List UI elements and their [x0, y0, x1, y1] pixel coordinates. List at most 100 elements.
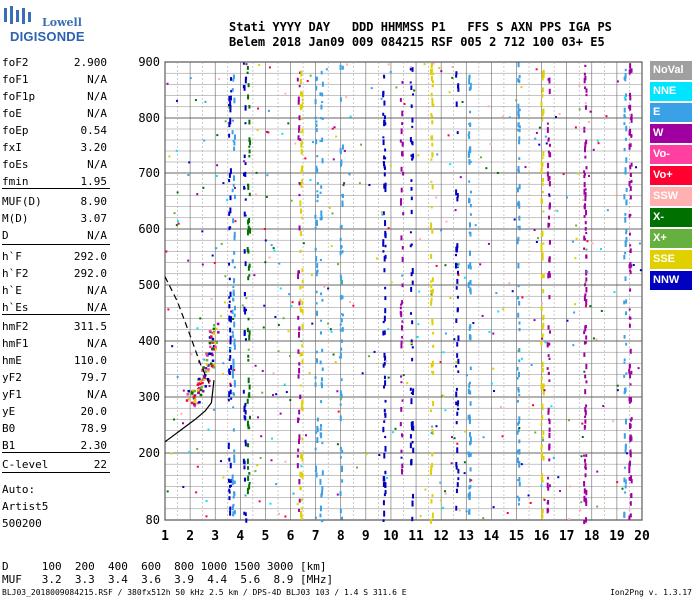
interference-dot — [232, 292, 235, 297]
y-tick-label: 200 — [138, 446, 160, 460]
interference-dot — [301, 359, 304, 365]
noise-dot — [274, 315, 277, 318]
interference-dot — [299, 309, 302, 313]
noise-dot — [583, 370, 586, 373]
interference-dot — [248, 105, 251, 109]
interference-dot — [469, 86, 472, 90]
interference-dot — [320, 424, 323, 428]
trace-echo-point — [185, 399, 189, 402]
interference-dot — [232, 334, 235, 338]
interference-dot — [431, 84, 434, 88]
interference-dot — [630, 475, 633, 481]
interference-dot — [233, 344, 236, 350]
noise-dot — [440, 70, 443, 73]
trace-echo-point — [208, 341, 212, 345]
interference-dot — [429, 469, 432, 476]
noise-dot — [589, 110, 592, 113]
interference-dot — [232, 513, 235, 517]
interference-dot — [244, 77, 247, 84]
interference-dot — [469, 401, 472, 406]
interference-dot — [410, 187, 413, 191]
interference-dot — [623, 374, 626, 378]
interference-dot — [585, 299, 588, 302]
interference-dot — [383, 155, 386, 160]
interference-dot — [410, 458, 413, 464]
interference-dot — [228, 304, 231, 309]
noise-dot — [449, 297, 452, 300]
interference-dot — [228, 211, 231, 216]
interference-dot — [339, 390, 342, 396]
x-tick-label: 11 — [408, 529, 424, 544]
interference-dot — [300, 514, 303, 520]
interference-dot — [629, 68, 632, 74]
interference-dot — [382, 519, 385, 522]
noise-dot — [302, 242, 305, 245]
interference-dot — [300, 140, 303, 146]
interference-dot — [584, 283, 587, 287]
interference-dot — [247, 377, 250, 384]
interference-dot — [548, 180, 551, 187]
noise-dot — [458, 509, 461, 512]
param-label: M(D) — [2, 212, 29, 225]
interference-dot — [548, 357, 551, 360]
interference-dot — [301, 408, 304, 412]
interference-dot — [456, 295, 459, 299]
interference-dot — [625, 157, 628, 163]
interference-dot — [517, 312, 520, 318]
interference-dot — [629, 270, 632, 275]
noise-dot — [605, 115, 608, 118]
param-value: 311.5 — [73, 320, 107, 333]
noise-dot — [224, 120, 227, 123]
noise-dot — [492, 506, 495, 509]
trace-echo-point — [190, 401, 194, 405]
interference-dot — [583, 172, 586, 176]
interference-dot — [548, 175, 551, 180]
noise-dot — [389, 164, 392, 167]
interference-dot — [320, 116, 323, 120]
interference-dot — [468, 180, 471, 183]
noise-dot — [196, 327, 199, 330]
logo-bars-graphic — [4, 6, 31, 24]
interference-dot — [244, 442, 247, 447]
interference-dot — [542, 430, 545, 436]
interference-dot — [518, 497, 521, 502]
interference-dot — [623, 147, 626, 152]
noise-dot — [638, 242, 641, 245]
interference-dot — [540, 382, 543, 388]
noise-dot — [416, 336, 419, 339]
interference-dot — [469, 452, 472, 455]
interference-dot — [411, 280, 414, 285]
noise-dot — [296, 503, 299, 506]
noise-dot — [175, 149, 178, 152]
noise-dot — [556, 210, 559, 213]
interference-dot — [301, 309, 304, 314]
noise-dot — [575, 237, 578, 240]
interference-dot — [233, 379, 236, 385]
interference-dot — [455, 365, 458, 368]
interference-dot — [542, 177, 545, 182]
interference-dot — [548, 443, 551, 449]
param-row: B1 2.30 — [2, 439, 107, 452]
interference-dot — [518, 128, 521, 133]
interference-dot — [411, 117, 414, 123]
noise-dot — [281, 132, 284, 135]
param-row: foF1p N/A — [2, 90, 107, 103]
interference-dot — [321, 298, 324, 302]
param-label: D — [2, 229, 9, 242]
interference-dot — [468, 281, 471, 285]
version-label: Ion2Png v. 1.3.17 — [610, 588, 692, 597]
noise-dot — [309, 179, 312, 182]
interference-dot — [300, 404, 303, 411]
noise-dot — [621, 487, 624, 490]
interference-dot — [430, 362, 433, 368]
interference-dot — [469, 213, 472, 216]
interference-dot — [542, 273, 545, 279]
noise-dot — [387, 376, 390, 379]
interference-dot — [299, 138, 302, 142]
noise-dot — [499, 406, 502, 409]
interference-dot — [300, 471, 303, 478]
interference-dot — [624, 216, 627, 223]
noise-dot — [340, 282, 343, 285]
interference-dot — [585, 287, 588, 293]
interference-dot — [409, 67, 412, 71]
